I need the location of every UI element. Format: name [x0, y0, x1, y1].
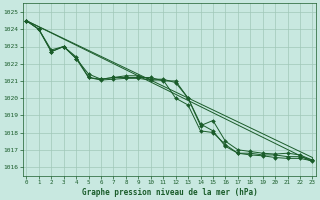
X-axis label: Graphe pression niveau de la mer (hPa): Graphe pression niveau de la mer (hPa) [82, 188, 257, 197]
